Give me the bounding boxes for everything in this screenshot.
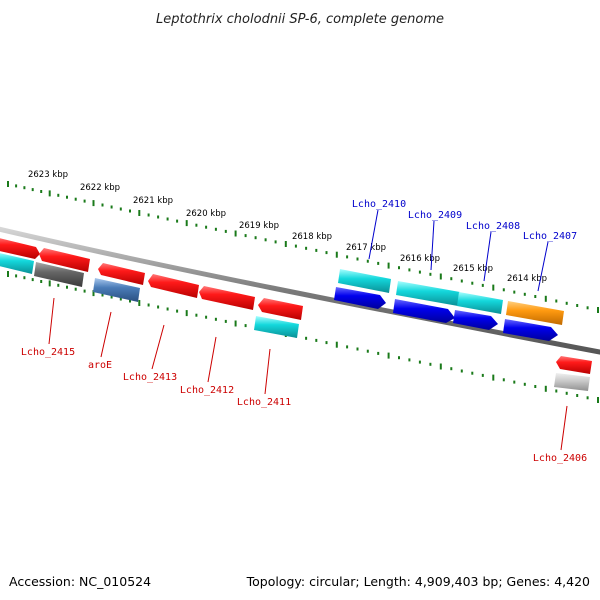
label-leader — [483, 231, 492, 282]
gene-block-cyan[interactable] — [396, 281, 460, 306]
kbp-label: 2619 kbp — [239, 221, 279, 231]
gene-label-Lcho_2406[interactable]: Lcho_2406 — [533, 453, 587, 464]
label-leader — [430, 220, 435, 271]
kbp-label: 2618 kbp — [292, 232, 332, 242]
gene-block-gray[interactable] — [34, 262, 84, 287]
gene-block-lightgray[interactable] — [554, 373, 590, 391]
kbp-label: 2623 kbp — [28, 170, 68, 180]
gene-label-Lcho_2407[interactable]: Lcho_2407 — [523, 231, 577, 242]
label-leader — [207, 336, 217, 383]
gene-label-Lcho_2408[interactable]: Lcho_2408 — [466, 221, 520, 232]
genome-backbone — [0, 226, 600, 355]
gene-arrow-blue[interactable] — [393, 299, 455, 323]
gene-label-Lcho_2411[interactable]: Lcho_2411 — [237, 397, 291, 408]
label-leader — [368, 209, 379, 260]
gene-label-aroE[interactable]: aroE — [88, 360, 112, 371]
gene-block-cyan[interactable] — [338, 269, 391, 293]
gene-block-cyan[interactable] — [254, 316, 299, 338]
inner-ticks — [7, 271, 599, 403]
gene-label-Lcho_2413[interactable]: Lcho_2413 — [123, 372, 177, 383]
label-leader — [560, 405, 568, 451]
gene-arrow-red[interactable] — [98, 263, 145, 285]
gene-label-Lcho_2415[interactable]: Lcho_2415 — [21, 347, 75, 358]
forward-gene-labels: Lcho_2410 Lcho_2409 Lcho_2408 Lcho_2407 — [352, 199, 577, 292]
gene-arrow-red[interactable] — [148, 274, 199, 298]
label-leader — [264, 348, 271, 395]
kbp-label: 2614 kbp — [507, 274, 547, 284]
reverse-gene-labels: Lcho_2415 aroE Lcho_2413 Lcho_2412 Lcho_… — [21, 297, 587, 464]
map-title: Leptothrix cholodnii SP-6, complete geno… — [156, 12, 444, 27]
gene-arrow-blue[interactable] — [503, 319, 558, 341]
gene-arrow-blue[interactable] — [453, 310, 498, 330]
gene-arrow-red[interactable] — [0, 237, 40, 259]
label-leader — [100, 311, 112, 358]
kbp-scale-labels: 2623 kbp 2622 kbp 2621 kbp 2620 kbp 2619… — [28, 170, 547, 284]
forward-genes-lower — [334, 287, 558, 341]
outer-ticks — [7, 181, 599, 313]
outer-tick-track — [7, 181, 599, 313]
kbp-label: 2621 kbp — [133, 196, 173, 206]
kbp-label: 2620 kbp — [186, 209, 226, 219]
inner-tick-track — [7, 271, 599, 403]
accession-label: Accession: NC_010524 — [9, 574, 151, 589]
gene-block-steel[interactable] — [93, 278, 140, 302]
forward-genes-upper — [338, 269, 564, 325]
label-leader — [537, 241, 549, 292]
gene-block-cyan[interactable] — [0, 252, 34, 274]
gene-arrow-red[interactable] — [556, 356, 592, 374]
kbp-label: 2617 kbp — [346, 243, 386, 253]
gene-arrow-blue[interactable] — [334, 287, 386, 309]
reverse-genes-upper — [0, 237, 592, 374]
label-leader — [48, 297, 55, 345]
gene-block-cyan[interactable] — [457, 292, 503, 314]
kbp-label: 2616 kbp — [400, 254, 440, 264]
kbp-label: 2622 kbp — [80, 183, 120, 193]
gene-arrow-red[interactable] — [258, 298, 303, 320]
topology-summary: Topology: circular; Length: 4,909,403 bp… — [246, 574, 590, 589]
gene-label-Lcho_2412[interactable]: Lcho_2412 — [180, 385, 234, 396]
kbp-label: 2615 kbp — [453, 264, 493, 274]
gene-label-Lcho_2410[interactable]: Lcho_2410 — [352, 199, 406, 210]
gene-label-Lcho_2409[interactable]: Lcho_2409 — [408, 210, 462, 221]
other-genes-lower — [0, 252, 590, 391]
gene-arrow-red[interactable] — [39, 248, 90, 272]
gene-block-orange[interactable] — [506, 301, 564, 325]
label-leader — [151, 324, 165, 370]
gene-arrow-red[interactable] — [199, 286, 255, 310]
